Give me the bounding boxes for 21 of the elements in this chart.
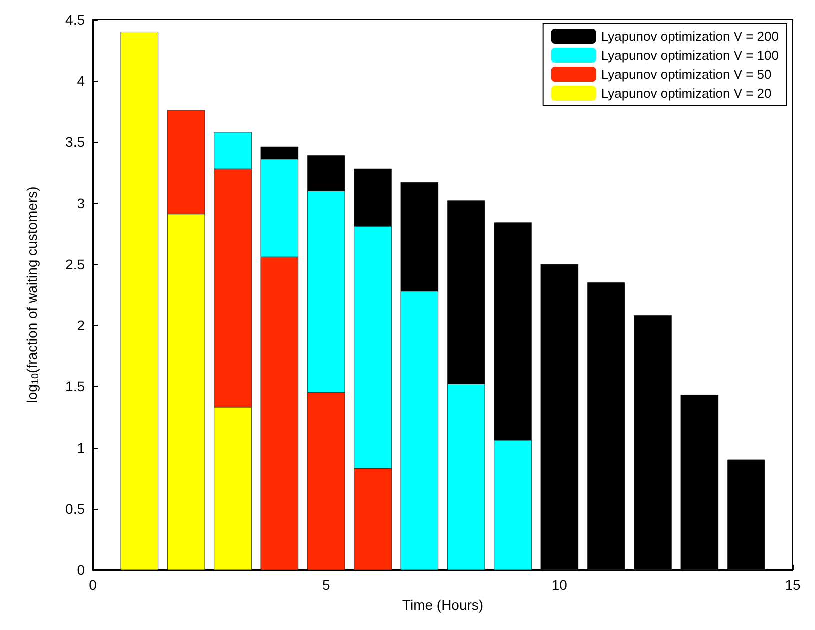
- y-tick-label: 3: [77, 195, 86, 212]
- y-tick-label: 4: [77, 73, 86, 90]
- y-tick-label: 4.5: [66, 12, 86, 28]
- x-tick-label: 15: [785, 577, 801, 593]
- y-tick-label: 1: [77, 440, 86, 456]
- y-axis-title: log10(fraction of waiting customers): [24, 186, 42, 404]
- bar: [120, 32, 159, 570]
- x-axis-title: Time (Hours): [402, 597, 484, 613]
- y-tick-label: 1.5: [66, 378, 86, 395]
- y-tick-label: 2.5: [66, 256, 86, 272]
- y-tick-label: 2: [77, 318, 86, 334]
- x-tick-label: 5: [322, 577, 330, 593]
- legend-label: Lyapunov optimization V = 20: [601, 86, 772, 101]
- y-tick-label: 0.5: [66, 500, 86, 517]
- y-tick-label: 0: [77, 562, 86, 578]
- x-tick-label: 0: [89, 577, 98, 593]
- y-tick-label: 3.5: [66, 134, 86, 150]
- legend-label: Lyapunov optimization V = 200: [601, 29, 780, 44]
- legend-label: Lyapunov optimization V = 100: [601, 48, 780, 63]
- x-tick-label: 10: [552, 577, 568, 593]
- legend-label: Lyapunov optimization V = 50: [601, 67, 772, 82]
